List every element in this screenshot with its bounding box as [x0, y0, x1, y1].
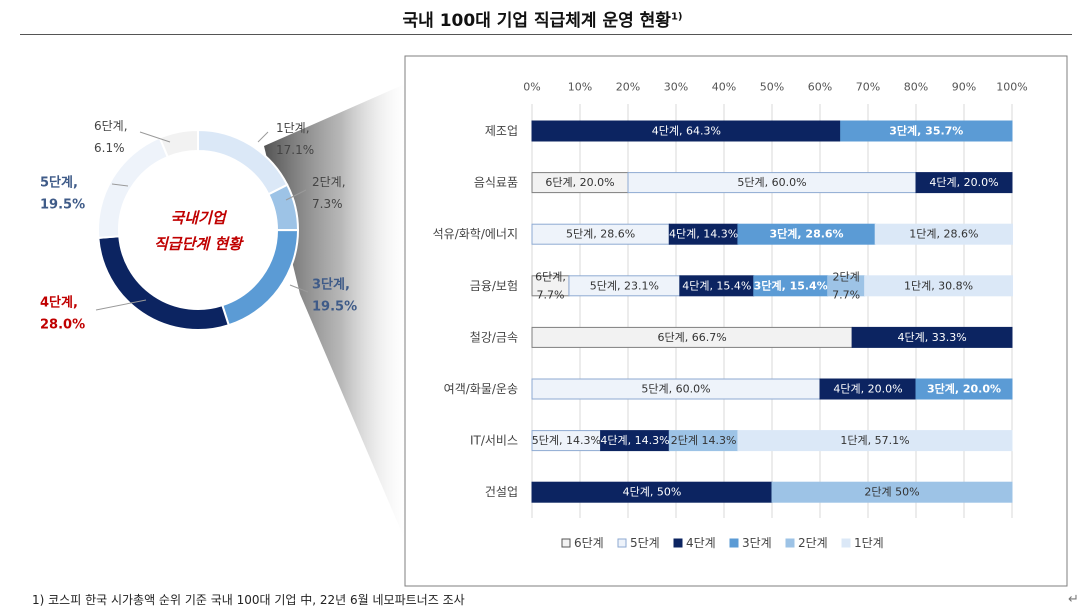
donut-slice-6	[158, 128, 199, 159]
donut-label-value: 7.3%	[312, 197, 343, 211]
donut-leader-line-3	[289, 284, 309, 293]
bar-data-label: 6단계, 66.7%	[657, 331, 726, 344]
legend-swatch	[561, 538, 571, 548]
bar-data-label: 3단계, 28.6%	[770, 227, 844, 241]
bar-data-label: 3단계, 20.0%	[927, 382, 1001, 396]
x-tick-label: 60%	[808, 81, 832, 94]
page-title: 국내 100대 기업 직급체계 운영 현황1)	[0, 6, 1085, 31]
bar-segment	[737, 430, 1013, 452]
donut-leader-line-2	[285, 189, 307, 201]
bar-data-label: 4단계, 50%	[623, 486, 682, 499]
legend-swatch	[617, 538, 627, 548]
bar-segment	[851, 326, 1013, 348]
x-tick-label: 100%	[996, 81, 1027, 94]
bar-data-label: 4단계, 33.3%	[897, 331, 966, 344]
category-label: IT/서비스	[470, 434, 518, 448]
bar-data-label: 5단계, 60.0%	[737, 176, 806, 189]
bar-data-label: 1단계, 30.8%	[904, 279, 973, 292]
donut-center-label-line2: 직급단계 현황	[154, 235, 244, 253]
legend-swatch	[841, 538, 851, 548]
category-label: 건설업	[485, 485, 518, 499]
bar-data-label: 4단계, 20.0%	[929, 176, 998, 189]
legend-label: 4단계	[686, 536, 716, 550]
bar-segment	[915, 172, 1013, 194]
bar-segment	[840, 120, 1013, 142]
bar-segment	[915, 378, 1013, 400]
bar-data-label: 3단계, 35.7%	[889, 124, 963, 138]
legend-label: 1단계	[854, 536, 884, 550]
bar-data-label: 5단계, 14.3%	[532, 434, 601, 447]
x-tick-label: 90%	[952, 81, 976, 94]
donut-label-value: 19.5%	[40, 198, 85, 213]
bar-data-label: 1단계, 28.6%	[909, 228, 978, 241]
donut-leader-line-4	[95, 299, 147, 311]
donut-leader-line-1	[257, 131, 269, 143]
legend-label: 5단계	[630, 536, 660, 550]
bar-data-label: 3단계, 15.4%	[754, 278, 828, 292]
title-divider	[20, 34, 1072, 35]
bar-data-label: 2단계 50%	[864, 486, 919, 499]
return-icon: ↵	[1068, 592, 1079, 607]
donut-label-name: 5단계,	[40, 175, 78, 191]
bar-data-label: 2단계	[833, 270, 860, 283]
category-label: 음식료품	[474, 176, 518, 190]
bar-data-label: 4단계, 14.3%	[669, 228, 738, 241]
x-tick-label: 30%	[664, 81, 688, 94]
bar-data-label: 6단계,	[535, 270, 566, 283]
zoom-funnel	[264, 84, 405, 540]
bar-segment	[864, 275, 1013, 297]
donut-label-name: 2단계,	[312, 175, 346, 189]
donut-label-value: 28.0%	[40, 318, 85, 333]
x-tick-label: 70%	[856, 81, 880, 94]
bar-data-label: 5단계, 28.6%	[566, 228, 635, 241]
legend-label: 2단계	[798, 536, 828, 550]
category-label: 석유/화학/에너지	[433, 227, 518, 241]
donut-center-label-line1: 국내기업	[170, 209, 227, 227]
donut-label-name: 4단계,	[40, 295, 78, 311]
legend-label: 6단계	[574, 536, 604, 550]
bar-data-label: 2단계 14.3%	[671, 434, 737, 447]
donut-label-name: 3단계,	[312, 277, 350, 293]
donut-label-value: 6.1%	[94, 141, 125, 155]
donut-label-value: 19.5%	[312, 300, 357, 315]
title-footnote-mark: 1)	[670, 11, 683, 23]
bar-data-label: 4단계, 64.3%	[652, 125, 721, 138]
legend-swatch	[785, 538, 795, 548]
x-tick-label: 0%	[523, 81, 540, 94]
page-title-text: 국내 100대 기업 직급체계 운영 현황	[402, 11, 671, 31]
category-label: 여객/화물/운송	[444, 382, 518, 396]
bar-data-label: 1단계, 57.1%	[840, 434, 909, 447]
bar-data-label: 4단계, 14.3%	[600, 434, 669, 447]
x-tick-label: 80%	[904, 81, 928, 94]
donut-label-value: 17.1%	[276, 143, 314, 157]
x-tick-label: 40%	[712, 81, 736, 94]
legend-swatch	[729, 538, 739, 548]
x-tick-label: 10%	[568, 81, 592, 94]
bar-data-label: 7.7%	[832, 288, 860, 301]
bar-data-label: 6단계, 20.0%	[545, 176, 614, 189]
bar-segment	[771, 481, 1013, 503]
bar-data-label: 5단계, 60.0%	[641, 383, 710, 396]
x-tick-label: 20%	[616, 81, 640, 94]
donut-leader-line-5	[111, 183, 129, 187]
legend-label: 3단계	[742, 536, 772, 550]
legend-swatch	[673, 538, 683, 548]
bar-segment	[874, 223, 1013, 245]
bar-data-label: 4단계, 20.0%	[833, 383, 902, 396]
category-label: 철강/금속	[470, 330, 518, 344]
donut-label-name: 6단계,	[94, 119, 128, 133]
x-tick-label: 50%	[760, 81, 784, 94]
category-label: 금융/보험	[470, 279, 518, 293]
donut-label-name: 1단계,	[276, 121, 310, 135]
category-label: 제조업	[485, 124, 518, 138]
bar-data-label: 4단계, 15.4%	[682, 279, 751, 292]
bar-data-label: 7.7%	[537, 288, 565, 301]
donut-leader-line-6	[139, 131, 171, 143]
bar-data-label: 5단계, 23.1%	[590, 279, 659, 292]
footnote: 1) 코스피 한국 시가총액 순위 기준 국내 100대 기업 中, 22년 6…	[32, 593, 465, 607]
